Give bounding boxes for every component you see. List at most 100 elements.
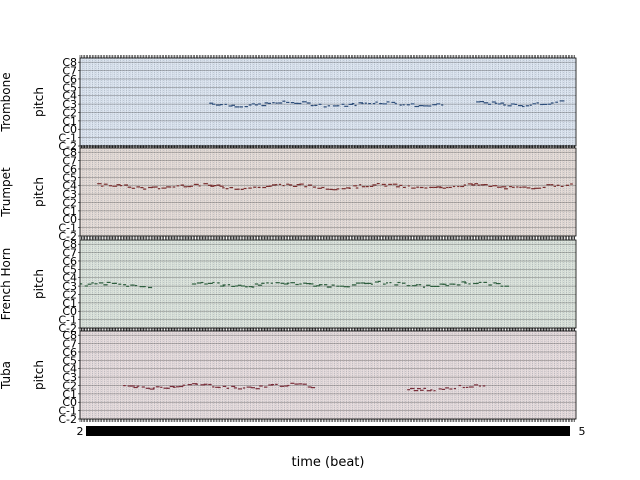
note — [235, 285, 238, 287]
note — [283, 283, 289, 285]
note — [497, 103, 501, 105]
note — [151, 186, 156, 188]
note — [228, 105, 233, 107]
note — [370, 283, 373, 285]
note — [192, 383, 197, 385]
note — [394, 103, 397, 105]
note — [262, 186, 267, 189]
note — [488, 103, 492, 105]
note — [457, 185, 460, 188]
y-tick-label: C3 — [62, 98, 77, 111]
y-tick-label: C1 — [62, 115, 77, 128]
note — [145, 387, 151, 389]
note — [264, 102, 268, 104]
y-tick-label: C2 — [62, 197, 77, 210]
note — [460, 185, 464, 188]
note — [314, 104, 318, 106]
note — [327, 105, 330, 107]
note — [473, 384, 479, 386]
note — [209, 102, 213, 104]
note — [417, 388, 421, 390]
note — [436, 103, 441, 105]
note — [504, 188, 508, 190]
note — [449, 283, 455, 285]
note — [348, 187, 351, 189]
note — [204, 283, 208, 285]
note — [442, 283, 447, 285]
note — [414, 105, 420, 108]
note — [529, 104, 532, 106]
note — [166, 186, 170, 188]
note — [254, 283, 259, 285]
note — [286, 183, 290, 185]
note — [410, 387, 415, 390]
note — [248, 104, 252, 106]
note — [143, 188, 147, 190]
note — [257, 284, 263, 286]
note — [418, 105, 424, 107]
note — [237, 188, 240, 190]
note — [229, 187, 234, 189]
note — [108, 185, 112, 187]
note — [302, 383, 307, 385]
track-panels: C8C7C6C5C4C3C2C1C0C-1C-2pitchTromboneC8C… — [0, 55, 577, 426]
note — [163, 387, 168, 389]
note — [198, 185, 201, 187]
note — [507, 105, 512, 107]
note — [245, 286, 248, 288]
note — [345, 187, 351, 189]
note — [555, 101, 558, 103]
note — [318, 103, 322, 105]
note — [325, 188, 329, 190]
track-name: Trombone — [0, 72, 13, 132]
note — [406, 285, 411, 287]
note — [418, 284, 422, 286]
note — [488, 185, 493, 187]
note — [538, 187, 542, 189]
note — [453, 283, 456, 285]
note — [411, 187, 416, 189]
note — [392, 183, 398, 185]
note — [286, 101, 290, 103]
note — [231, 385, 236, 387]
note — [474, 183, 478, 185]
note — [476, 282, 479, 284]
note — [488, 284, 492, 286]
note — [278, 102, 283, 104]
note — [264, 386, 268, 388]
note — [270, 282, 273, 284]
note — [284, 385, 289, 387]
y-tick-label: C1 — [62, 388, 77, 401]
y-tick-label: C0 — [62, 123, 77, 136]
note — [353, 185, 358, 187]
note — [500, 285, 504, 287]
note — [319, 284, 323, 286]
note — [420, 389, 424, 391]
note — [522, 186, 527, 188]
note — [384, 185, 388, 187]
y-tick-label: C6 — [62, 255, 77, 268]
note — [442, 187, 446, 189]
note — [119, 185, 123, 187]
y-axis-label: pitch — [32, 269, 46, 299]
note — [449, 388, 453, 390]
note — [351, 103, 355, 105]
note — [540, 103, 544, 106]
note — [213, 185, 217, 187]
note — [522, 105, 525, 108]
note — [419, 186, 424, 189]
y-tick-label: C5 — [62, 81, 77, 94]
note — [430, 285, 435, 287]
y-tick-label: C6 — [62, 346, 77, 359]
note — [382, 103, 387, 105]
note — [491, 101, 496, 103]
note — [542, 186, 546, 188]
note — [379, 103, 383, 105]
note — [312, 186, 316, 188]
note — [347, 286, 350, 288]
note — [99, 282, 104, 284]
note — [210, 185, 215, 187]
note — [244, 106, 248, 108]
note — [525, 105, 529, 107]
note — [394, 284, 399, 286]
